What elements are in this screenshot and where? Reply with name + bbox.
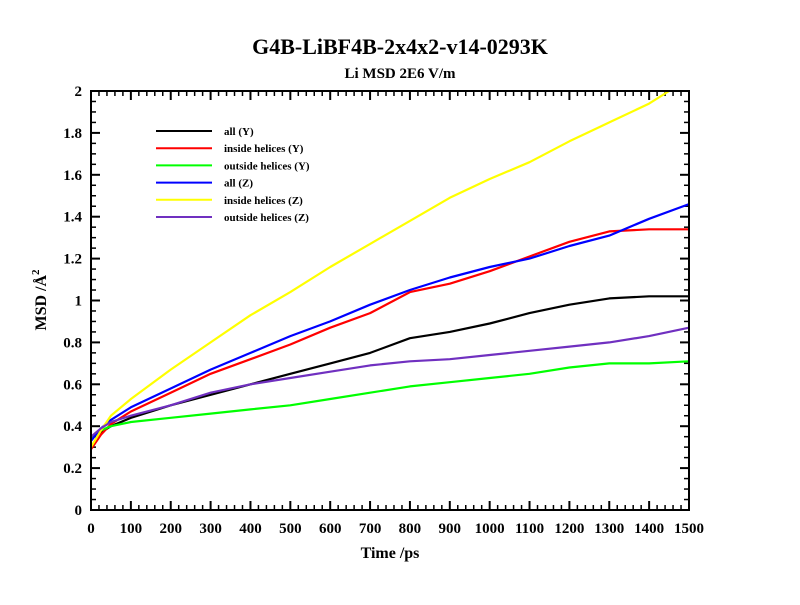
series-line-3 xyxy=(90,203,690,442)
y-tick-label: 0 xyxy=(75,503,83,519)
y-axis-label-sup: 2 xyxy=(30,269,42,275)
x-tick-label: 1500 xyxy=(674,521,704,537)
series-line-2 xyxy=(90,360,690,438)
x-axis-label: Time /ps xyxy=(361,545,420,562)
y-tick-label: 2 xyxy=(75,84,83,100)
x-tick-label: 1000 xyxy=(475,521,505,537)
x-tick-label: 1200 xyxy=(554,521,584,537)
y-tick-label: 1 xyxy=(75,294,83,310)
x-tick-label: 700 xyxy=(359,521,382,537)
legend-label-5: outside helices (Z) xyxy=(224,212,309,224)
y-tick-label: 0.8 xyxy=(63,335,82,351)
y-axis-label: MSD /Å2 xyxy=(30,269,50,331)
x-tick-label: 0 xyxy=(87,521,95,537)
x-tick-label: 500 xyxy=(279,521,302,537)
series-line-1 xyxy=(90,228,689,450)
x-tick-label: 600 xyxy=(319,521,342,537)
chart-title: G4B-LiBF4B-2x4x2-v14-0293K xyxy=(252,34,548,59)
y-tick-label: 0.6 xyxy=(63,377,82,393)
y-tick-label: 1.4 xyxy=(63,210,82,226)
legend-label-1: inside helices (Y) xyxy=(224,143,304,155)
series-line-4 xyxy=(90,90,670,448)
plot-frame xyxy=(90,90,690,511)
x-tick-label: 1100 xyxy=(515,521,544,537)
chart-subtitle: Li MSD 2E6 V/m xyxy=(345,66,456,82)
y-axis-label-text: MSD /Å xyxy=(32,275,50,331)
y-tick-label: 0.2 xyxy=(63,461,82,477)
x-tick-label: 200 xyxy=(159,521,182,537)
x-tick-label: 400 xyxy=(239,521,262,537)
series-line-0 xyxy=(90,295,689,448)
legend-label-3: all (Z) xyxy=(224,178,253,190)
legend-label-4: inside helices (Z) xyxy=(224,195,303,207)
y-tick-label: 1.6 xyxy=(63,168,82,184)
x-tick-label: 100 xyxy=(120,521,143,537)
x-tick-label: 300 xyxy=(199,521,222,537)
series-line-5 xyxy=(90,326,690,438)
x-tick-label: 1300 xyxy=(594,521,624,537)
legend-label-0: all (Y) xyxy=(224,126,254,138)
y-tick-label: 1.8 xyxy=(63,126,82,142)
y-tick-label: 1.2 xyxy=(63,252,82,268)
y-tick-label: 0.4 xyxy=(63,419,82,435)
legend-label-2: outside helices (Y) xyxy=(224,160,310,172)
x-tick-label: 900 xyxy=(439,521,462,537)
x-tick-label: 1400 xyxy=(634,521,664,537)
x-tick-label: 800 xyxy=(399,521,422,537)
